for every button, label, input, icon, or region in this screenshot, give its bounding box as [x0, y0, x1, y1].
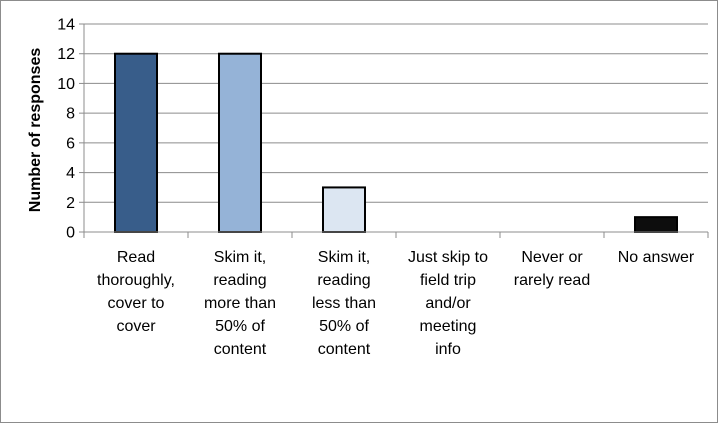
x-category-label-line: Read	[117, 249, 155, 266]
x-category-label-line: cover	[116, 318, 156, 335]
x-category-label-line: and/or	[425, 295, 471, 312]
x-category-label-line: reading	[317, 272, 370, 289]
y-tick-label-12: 12	[57, 46, 75, 63]
y-tick-label-0: 0	[66, 225, 75, 242]
x-category-label-5: Never or rarely read	[514, 249, 590, 289]
gridlines	[84, 23, 708, 203]
x-category-label-line: thoroughly,	[97, 272, 175, 289]
x-category-label-line: more than	[204, 295, 276, 312]
x-category-label-line: reading	[213, 272, 266, 289]
bar-1	[114, 52, 158, 234]
x-category-label-line: Just skip to	[408, 249, 488, 266]
bar-2	[218, 52, 262, 234]
x-category-label-line: 50% of	[319, 318, 369, 335]
x-category-label-4: Just skip to field trip and/or meeting info	[408, 249, 488, 358]
x-category-label-2: Skim it, reading more than 50% of content	[204, 249, 276, 358]
x-category-label-line: field trip	[420, 272, 476, 289]
y-tick-labels: 0 2 4 6 8 10 12 14	[57, 17, 75, 242]
x-category-label-3: Skim it, reading less than 50% of content	[312, 249, 376, 358]
x-category-label-line: No answer	[618, 249, 695, 266]
bars	[114, 52, 678, 234]
bar-6	[634, 216, 678, 233]
x-category-label-line: Skim it,	[318, 249, 370, 266]
x-category-label-line: info	[435, 341, 461, 358]
x-category-label-line: less than	[312, 295, 376, 312]
x-category-label-6: No answer	[618, 249, 695, 266]
x-category-label-line: Never or	[521, 249, 583, 266]
y-tick-label-10: 10	[57, 76, 75, 93]
x-category-label-line: cover to	[108, 295, 165, 312]
axes	[79, 23, 709, 238]
y-tick-label-2: 2	[66, 195, 75, 212]
x-category-label-line: rarely read	[514, 272, 590, 289]
bar-3	[322, 186, 366, 234]
x-category-labels: Read thoroughly, cover to cover Skim it, read…	[97, 249, 695, 358]
x-category-label-line: content	[318, 341, 371, 358]
x-category-label-line: content	[214, 341, 267, 358]
x-category-label-line: meeting	[420, 318, 477, 335]
y-axis-title: Number of responses	[27, 48, 44, 213]
x-category-label-line: Skim it,	[214, 249, 266, 266]
y-tick-label-14: 14	[57, 17, 75, 34]
x-category-label-line: 50% of	[215, 318, 265, 335]
y-tick-label-6: 6	[66, 135, 75, 152]
y-tick-label-4: 4	[66, 165, 75, 182]
y-tick-label-8: 8	[66, 106, 75, 123]
x-category-label-1: Read thoroughly, cover to cover	[97, 249, 175, 335]
